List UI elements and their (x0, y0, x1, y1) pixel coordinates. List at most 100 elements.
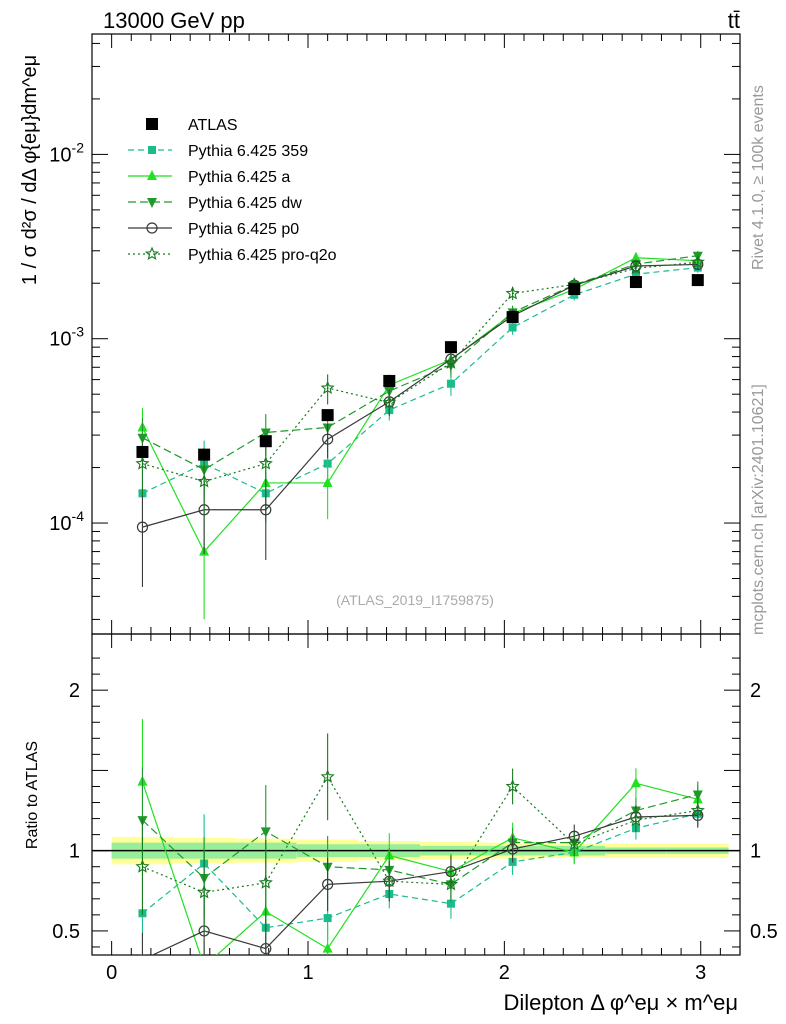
atlas-data-point (136, 445, 149, 458)
series-4-point (690, 254, 705, 269)
ratio-tick-label-right: 1 (750, 841, 761, 863)
series-1-point (322, 476, 333, 487)
series-4-ratio-point (382, 873, 397, 888)
legend-marker-0 (148, 146, 156, 154)
atlas-data-point (383, 374, 396, 387)
series-3-ratio-point (139, 954, 146, 955)
y-tick-exp: -4 (72, 508, 85, 524)
series-3-line (142, 263, 698, 528)
series-4-point (197, 474, 212, 488)
series-2-ratio-point (260, 827, 271, 838)
analysis-id-label: (ATLAS_2019_I1759875) (336, 592, 494, 608)
series-3-point (260, 504, 272, 516)
legend-marker-3 (146, 222, 158, 234)
header-process-label: tt̄ (728, 8, 740, 33)
legend-label: ATLAS (188, 117, 238, 134)
legend-label: Pythia 6.425 dw (188, 195, 302, 212)
legend-marker-4 (144, 246, 160, 261)
series-0-line (142, 267, 698, 494)
legend-atlas-marker (146, 118, 158, 130)
series-4-ratio-point (505, 779, 520, 793)
series-4-ratio-point (567, 836, 582, 851)
legend-label: Pythia 6.425 p0 (188, 221, 299, 238)
atlas-data-point (568, 283, 581, 296)
series-3-point (322, 433, 334, 445)
y-tick-base: 10 (49, 513, 71, 535)
ratio-frame (91, 633, 741, 956)
atlas-data-point (444, 341, 457, 354)
atlas-data-point (629, 276, 642, 289)
header-energy-label: 13000 GeV pp (103, 8, 245, 33)
series-3-ratio-point (507, 843, 519, 855)
atlas-data-point (321, 409, 334, 422)
series-1-ratio-point (630, 777, 641, 788)
series-4-point (320, 380, 335, 395)
series-4-point (628, 260, 643, 275)
series-4-point (443, 355, 459, 369)
series-4-ratio-point (690, 803, 705, 817)
series-4-point (258, 456, 273, 470)
mcplots-label: mcplots.cern.ch [arXiv:2401.10621] (750, 384, 767, 635)
series-0-ratio-point (446, 899, 455, 908)
ratio-axis-title: Ratio to ATLAS (24, 741, 41, 849)
series-4-ratio-line (142, 775, 698, 894)
y-tick-label: 10-3 (49, 324, 84, 351)
ratio-series (135, 719, 705, 970)
ratio-tick-label: 2 (69, 680, 80, 702)
ratio-tick-label: 0.5 (52, 921, 80, 943)
series-0-point (446, 379, 455, 388)
atlas-data-point (259, 435, 272, 448)
series-4-line (142, 261, 698, 483)
x-tick-label: 3 (695, 962, 706, 984)
series-0-point (508, 323, 517, 332)
y-tick-base: 10 (49, 144, 71, 166)
main-plot: 10-410-310-2 (49, 33, 741, 955)
series-1-ratio-point (322, 942, 333, 953)
y-tick-label: 10-4 (49, 508, 84, 535)
legend-marker-1 (147, 170, 157, 180)
series-3-ratio-point (260, 942, 272, 955)
series-1-line (141, 257, 698, 553)
series-3-point (136, 521, 149, 533)
y-tick-label: 10-2 (49, 139, 84, 166)
series-3-ratio-point (322, 878, 334, 890)
series-4-ratio-point (443, 876, 459, 891)
x-axis-title: Dilepton Δ φ^eμ × m^eμ (503, 990, 738, 1015)
series-2-point (260, 428, 271, 439)
y-tick-exp: -2 (72, 139, 85, 155)
series-4-point (505, 286, 520, 300)
x-tick-label: 2 (499, 962, 510, 984)
series-0-ratio-line (142, 813, 698, 929)
series-2-line (142, 255, 698, 471)
legend-marker-2 (147, 198, 157, 208)
legend-label: Pythia 6.425 a (188, 169, 290, 186)
ratio-tick-label-right: 2 (750, 680, 761, 702)
y-tick-exp: -3 (72, 324, 85, 340)
atlas-data-point (506, 311, 519, 324)
y-axis-title: 1 / σ d²σ / dΔ φ{eμ}dm^eμ (19, 55, 41, 285)
series-4-ratio-point (320, 769, 335, 783)
y-tick-base: 10 (49, 329, 71, 351)
series-0-ratio-point (323, 914, 332, 923)
atlas-data-point (691, 274, 704, 287)
ratio-plot: 0 1 2 3 0.5 0.5 1 1 2 2 (52, 633, 778, 984)
series-1-ratio-point (199, 960, 209, 970)
legend-label: Pythia 6.425 359 (188, 143, 308, 160)
atlas-data-point (198, 448, 211, 461)
ratio-tick-label: 1 (69, 841, 80, 863)
series-1-ratio-line (141, 781, 698, 955)
legend-label: Pythia 6.425 pro-q2o (188, 247, 337, 264)
ratio-tick-label-right: 0.5 (750, 921, 778, 943)
series-4-ratio-point (628, 812, 643, 827)
series-4-point (135, 456, 150, 470)
rivet-version-label: Rivet 4.1.0, ≥ 100k events (750, 85, 767, 270)
legend: ATLAS Pythia 6.425 359 Pythia 6.425 a Pythi… (128, 117, 337, 264)
series-4-point (382, 395, 397, 409)
series-4-ratio-point (197, 884, 212, 899)
series-2-point (137, 433, 148, 444)
series-0-point (631, 270, 640, 279)
series-4-ratio-point (258, 875, 273, 889)
series-3-ratio-line (151, 814, 698, 955)
series-1-point (630, 251, 641, 262)
